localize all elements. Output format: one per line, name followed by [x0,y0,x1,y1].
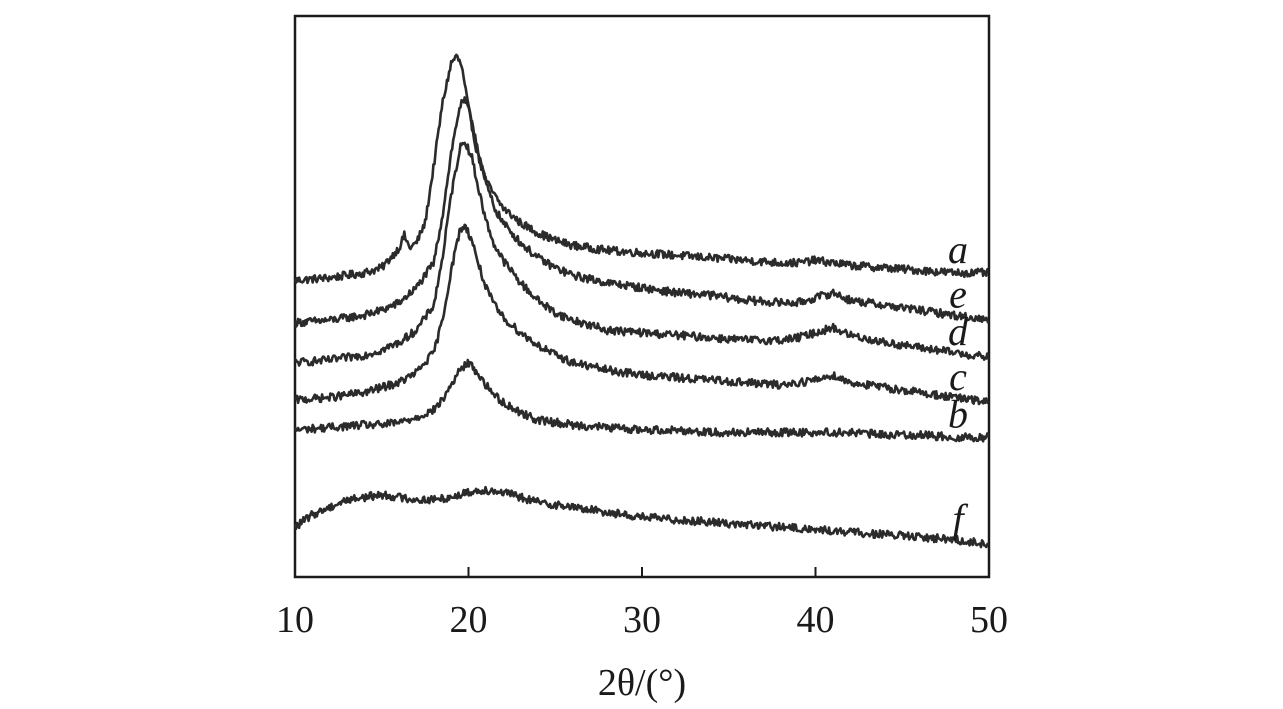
series-label-d: d [948,309,969,354]
series-label-a: a [948,227,968,272]
series-label-f: f [952,496,968,541]
series-line-e [293,96,990,328]
x-tick-label: 50 [970,599,1008,641]
x-tick-label: 40 [797,599,835,641]
x-tick-label: 10 [276,599,314,641]
series-line-f [293,485,990,549]
series-layer [293,53,990,549]
x-tick-label: 20 [450,599,488,641]
x-axis-title: 2θ/(°) [598,662,686,704]
series-label-e: e [949,272,967,317]
series-line-a [293,53,989,285]
series-label-c: c [949,354,967,399]
x-tick-label: 30 [623,599,661,641]
series-line-d [294,141,990,367]
series-label-b: b [948,391,968,436]
x-axis-ticks: 10 20 30 40 50 [276,567,1008,641]
series-line-c [293,223,990,406]
series-line-b [293,358,990,443]
